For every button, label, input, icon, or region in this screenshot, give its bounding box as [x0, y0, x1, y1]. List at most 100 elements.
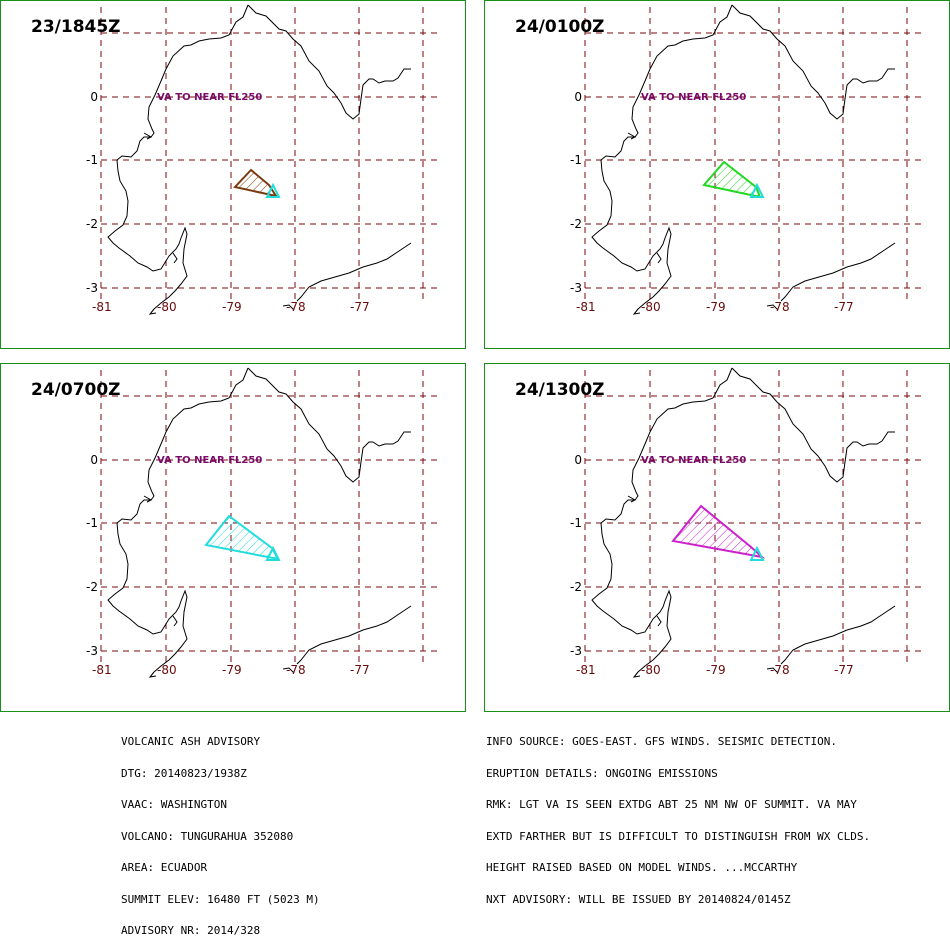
- lat-label-0: 0: [90, 90, 98, 104]
- coastline-detail: [627, 495, 662, 627]
- volcano-symbol: [749, 545, 765, 561]
- volcano-triangle-icon: [749, 545, 765, 561]
- lat-label-minus3: -3: [86, 281, 98, 295]
- map-svg-4: [584, 367, 921, 678]
- map-panel-2: 24/0100Z VA TO NEAR FL250 0 -1 -2 -3 -81…: [484, 0, 950, 349]
- va-height-label: VA TO NEAR FL250: [641, 455, 747, 466]
- volcano-triangle-icon: [265, 545, 281, 561]
- lon-label-minus78: -78: [770, 663, 790, 677]
- ash-area: [233, 168, 279, 198]
- ash-area: [671, 504, 766, 559]
- advisory-details-block: INFO SOURCE: GOES-EAST. GFS WINDS. SEISM…: [486, 716, 870, 916]
- advisory-dtg: DTG: 20140823/1938Z: [121, 766, 247, 780]
- coastline-detail: [143, 495, 178, 627]
- map-panel-4: 24/1300Z VA TO NEAR FL250 0 -1 -2 -3 -81…: [484, 363, 950, 712]
- lon-label-minus77: -77: [834, 300, 854, 314]
- border-marker: [766, 667, 779, 674]
- lon-label-minus79: -79: [706, 300, 726, 314]
- lon-label-minus81: -81: [576, 663, 596, 677]
- border-line: [296, 605, 412, 665]
- valid-time-label: 24/0700Z: [31, 380, 121, 400]
- coastline-detail: [143, 132, 178, 264]
- lat-label-minus2: -2: [86, 217, 98, 231]
- ash-cloud-polygon: [702, 160, 762, 199]
- map-panel-3: 24/0700Z VA TO NEAR FL250 0 -1 -2 -3 -81…: [0, 363, 466, 712]
- valid-time-label: 23/1845Z: [31, 17, 121, 37]
- advisory-number: ADVISORY NR: 2014/328: [121, 924, 261, 937]
- coastline: [107, 367, 412, 678]
- ash-cloud-polygon: [671, 504, 766, 559]
- border-line: [780, 605, 896, 665]
- coast-marker: [632, 308, 641, 315]
- advisory-title: VOLCANIC ASH ADVISORY: [121, 735, 261, 748]
- advisory-remarks-3: HEIGHT RAISED BASED ON MODEL WINDS. ...M…: [486, 861, 798, 874]
- lat-lon-grid: [584, 370, 921, 664]
- lat-label-minus3: -3: [570, 644, 582, 658]
- lon-label-minus78: -78: [286, 300, 306, 314]
- volcano-symbol: [749, 182, 765, 198]
- lat-lon-grid: [100, 370, 437, 664]
- coastline-detail: [627, 132, 662, 264]
- volcano-symbol: [265, 182, 281, 198]
- lat-label-0: 0: [574, 90, 582, 104]
- va-height-label: VA TO NEAR FL250: [157, 455, 263, 466]
- lat-label-minus1: -1: [570, 516, 582, 530]
- lat-label-minus1: -1: [570, 153, 582, 167]
- coastline-path: [107, 367, 411, 677]
- lat-lon-grid: [100, 7, 437, 301]
- ash-cloud-polygon: [233, 168, 279, 198]
- lon-label-minus77: -77: [350, 663, 370, 677]
- coastline: [591, 367, 896, 678]
- lat-label-minus2: -2: [570, 217, 582, 231]
- volcano-triangle-icon: [265, 182, 281, 198]
- coast-marker: [148, 671, 157, 678]
- lat-label-minus2: -2: [86, 580, 98, 594]
- lon-label-minus81: -81: [92, 300, 112, 314]
- advisory-summit-elev: SUMMIT ELEV: 16480 FT (5023 M): [121, 892, 320, 906]
- ash-cloud-polygon: [204, 514, 280, 561]
- lon-label-minus78: -78: [286, 663, 306, 677]
- valid-time-label: 24/0100Z: [515, 17, 605, 37]
- advisory-info-source: INFO SOURCE: GOES-EAST. GFS WINDS. SEISM…: [486, 735, 837, 748]
- lon-label-minus80: -80: [157, 663, 177, 677]
- map-svg-1: [100, 4, 437, 315]
- lon-label-minus80: -80: [641, 300, 661, 314]
- lon-label-minus79: -79: [222, 663, 242, 677]
- advisory-vaac: VAAC: WASHINGTON: [121, 798, 227, 811]
- lon-label-minus78: -78: [770, 300, 790, 314]
- map-svg-3: [100, 367, 437, 678]
- coastline-path: [591, 4, 895, 314]
- border-line: [780, 242, 896, 302]
- advisory-remarks-1: RMK: LGT VA IS SEEN EXTDG ABT 25 NM NW O…: [486, 798, 857, 811]
- volcano-symbol: [265, 545, 281, 561]
- advisory-remarks-2: EXTD FARTHER BUT IS DIFFICULT TO DISTING…: [486, 829, 871, 843]
- lat-label-minus3: -3: [86, 644, 98, 658]
- map-svg-2: [584, 4, 921, 315]
- valid-time-label: 24/1300Z: [515, 380, 605, 400]
- va-height-label: VA TO NEAR FL250: [157, 92, 263, 103]
- map-panel-1: 23/1845Z VA TO NEAR FL250 0 -1 -2 -3 -81…: [0, 0, 466, 349]
- border-marker: [282, 304, 295, 311]
- va-height-label: VA TO NEAR FL250: [641, 92, 747, 103]
- lat-label-0: 0: [90, 453, 98, 467]
- lon-label-minus77: -77: [834, 663, 854, 677]
- border-marker: [282, 667, 295, 674]
- lat-label-minus3: -3: [570, 281, 582, 295]
- coastline-path: [107, 4, 411, 314]
- border-marker: [766, 304, 779, 311]
- lon-label-minus81: -81: [576, 300, 596, 314]
- lon-label-minus79: -79: [706, 663, 726, 677]
- ash-area: [702, 160, 762, 199]
- coastline-path: [591, 367, 895, 677]
- lat-lon-grid: [584, 7, 921, 301]
- lon-label-minus81: -81: [92, 663, 112, 677]
- ash-area: [204, 514, 280, 561]
- border-line: [296, 242, 412, 302]
- advisory-header-block: VOLCANIC ASH ADVISORY DTG: 20140823/1938…: [121, 716, 320, 947]
- advisory-area: AREA: ECUADOR: [121, 861, 208, 874]
- coast-marker: [632, 671, 641, 678]
- lat-label-0: 0: [574, 453, 582, 467]
- coast-marker: [148, 308, 157, 315]
- lon-label-minus80: -80: [641, 663, 661, 677]
- lat-label-minus2: -2: [570, 580, 582, 594]
